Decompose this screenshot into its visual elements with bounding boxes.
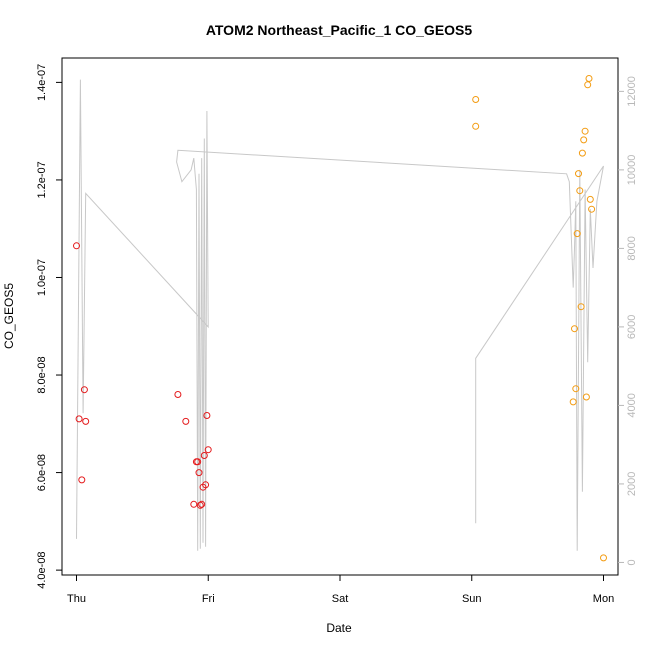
y-tick-label: 1.4e-07 xyxy=(36,64,48,101)
series-2-point xyxy=(582,393,590,401)
x-tick-label: Sun xyxy=(462,593,482,605)
series-1-point xyxy=(195,469,203,477)
altitude-line xyxy=(76,79,604,551)
series-2-point xyxy=(584,81,592,89)
y-tick-label: 8.0e-08 xyxy=(36,356,48,393)
series-2-point xyxy=(586,195,594,203)
x-axis-label: Date xyxy=(326,621,352,635)
series-2-point xyxy=(580,136,588,144)
series-2-point xyxy=(581,127,589,135)
series-2-point xyxy=(575,170,582,178)
y2-tick-label: 8000 xyxy=(626,236,638,260)
y2-tick-label: 0 xyxy=(626,559,638,565)
x-tick-label: Mon xyxy=(593,593,614,605)
series-2-point xyxy=(577,303,585,311)
series-1-point xyxy=(194,458,202,466)
series-1-point xyxy=(182,417,190,425)
y-tick-label: 6.0e-08 xyxy=(36,454,48,491)
series-2-point xyxy=(569,398,577,406)
y-tick-label: 4.0e-08 xyxy=(36,551,48,588)
y-tick-label: 1.2e-07 xyxy=(36,161,48,198)
series-2-point xyxy=(600,554,607,562)
altitude-layer xyxy=(76,79,604,551)
y2-tick-label: 12000 xyxy=(626,76,638,107)
series-2-point xyxy=(472,96,480,103)
x-axis: Thu Fri Sat Sun Mon xyxy=(67,575,614,605)
series-1-point xyxy=(174,391,182,398)
series-1-point xyxy=(80,386,88,394)
y2-tick-label: 10000 xyxy=(626,155,638,186)
series-1-point xyxy=(75,415,83,423)
series-2-point xyxy=(472,122,480,130)
y-tick-label: 1.0e-07 xyxy=(36,259,48,296)
x-tick-label: Sat xyxy=(332,593,349,605)
series-1-point xyxy=(203,412,211,419)
series-1-point xyxy=(82,417,90,425)
series-1-point xyxy=(202,481,210,489)
y2-tick-label: 6000 xyxy=(626,315,638,339)
chart-title: ATOM2 Northeast_Pacific_1 CO_GEOS5 xyxy=(206,22,473,38)
series-1-point xyxy=(196,501,204,509)
series-1-point xyxy=(78,476,86,484)
series-2-point xyxy=(573,230,581,238)
series-2-point xyxy=(576,187,584,195)
series-2-point xyxy=(578,149,586,157)
x-tick-label: Thu xyxy=(67,593,86,605)
series-2-point xyxy=(588,205,596,213)
series-1-point xyxy=(204,446,212,454)
series-2-point xyxy=(572,385,580,393)
y2-tick-label: 2000 xyxy=(626,472,638,496)
series-1-point xyxy=(190,500,198,508)
points-layer xyxy=(73,75,607,562)
series-1-point xyxy=(73,242,80,250)
y2-tick-label: 4000 xyxy=(626,393,638,417)
x-tick-label: Fri xyxy=(202,593,215,605)
plot-frame xyxy=(61,57,619,576)
series-2-point xyxy=(585,75,593,82)
series-2-point xyxy=(571,325,578,333)
series-1-point xyxy=(200,452,208,459)
y-axis: 4.0e-08 6.0e-08 8.0e-08 1.0e-07 1.2e-07 1.4e-… xyxy=(36,64,62,589)
y2-axis-right: 0 2000 4000 6000 8000 10000 12000 xyxy=(618,76,638,565)
y-axis-label: CO_GEOS5 xyxy=(2,283,16,349)
series-1-point xyxy=(198,500,206,508)
